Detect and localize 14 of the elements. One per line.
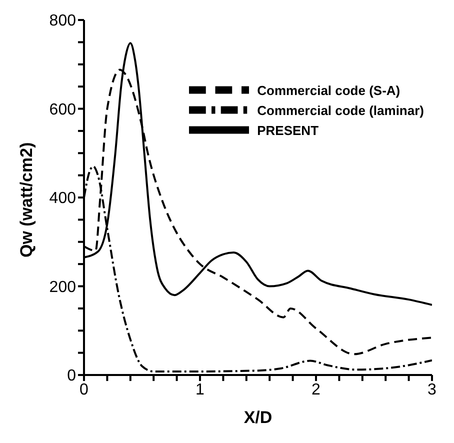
y-tick-label: 0: [67, 368, 76, 385]
legend-label: PRESENT: [257, 122, 319, 138]
y-tick-label: 400: [49, 190, 76, 208]
y-axis-title: Qw (watt/cm2): [17, 142, 36, 258]
legend-label: Commercial code (S-A): [257, 82, 400, 98]
x-tick-label: 1: [196, 381, 205, 398]
y-tick-label: 800: [49, 12, 76, 30]
y-tick-label: 600: [49, 101, 76, 118]
x-tick-label: 0: [80, 381, 89, 398]
legend-label: Commercial code (laminar): [257, 102, 424, 118]
x-tick-label: 3: [428, 381, 437, 398]
x-axis-title: X/D: [244, 408, 272, 427]
x-tick-label: 2: [312, 381, 321, 398]
y-tick-label: 200: [49, 278, 76, 296]
